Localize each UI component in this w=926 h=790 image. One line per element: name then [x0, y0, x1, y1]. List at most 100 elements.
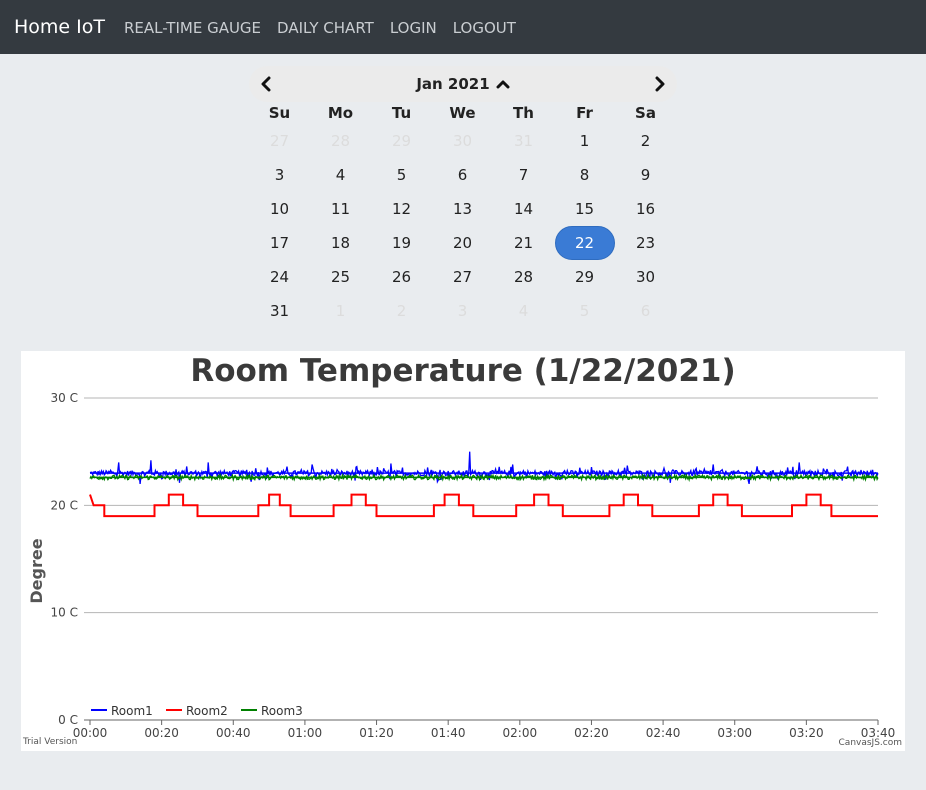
- calendar-day[interactable]: 7: [493, 158, 554, 192]
- calendar-day[interactable]: 31: [493, 124, 554, 158]
- calendar-day[interactable]: 30: [615, 260, 676, 294]
- y-tick-label: 30 C: [51, 391, 78, 405]
- x-tick-label: 01:00: [288, 726, 323, 740]
- calendar-day-label: 8: [579, 166, 590, 184]
- nav-links: REAL-TIME GAUGE DAILY CHART LOGIN LOGOUT: [124, 18, 532, 38]
- chart-title: Room Temperature (1/22/2021): [190, 353, 736, 389]
- calendar-day[interactable]: 19: [371, 226, 432, 260]
- date-picker: Jan 2021 Su Mo Tu We Th Fr Sa 27 28 29 30 31…: [249, 66, 677, 336]
- calendar-day[interactable]: 15: [554, 192, 615, 226]
- calendar-day-label: 21: [513, 234, 534, 252]
- calendar-day-label: 2: [640, 132, 651, 150]
- calendar-day[interactable]: 3: [249, 158, 310, 192]
- x-tick-label: 02:00: [503, 726, 538, 740]
- y-axis-label: Degree: [27, 538, 46, 603]
- calendar-week-row: 27 28 29 30 31 1 2: [249, 124, 677, 158]
- calendar-title: Jan 2021: [416, 75, 490, 93]
- calendar-day[interactable]: 25: [310, 260, 371, 294]
- calendar-day[interactable]: 2: [615, 124, 676, 158]
- calendar-day-label: 16: [635, 200, 656, 218]
- calendar-day-label: 5: [396, 166, 407, 184]
- calendar-day-label: 11: [330, 200, 351, 218]
- calendar-day[interactable]: 10: [249, 192, 310, 226]
- calendar-day[interactable]: 5: [554, 294, 615, 328]
- calendar-day[interactable]: 2: [371, 294, 432, 328]
- calendar-day-label: 29: [574, 268, 595, 286]
- calendar-week-row: 3 4 5 6 7 8 9: [249, 158, 677, 192]
- calendar-day-label: 6: [457, 166, 468, 184]
- month-year-switch[interactable]: Jan 2021: [369, 66, 557, 102]
- calendar-header: Jan 2021: [249, 66, 677, 102]
- calendar-day-label: 13: [452, 200, 473, 218]
- calendar-day-label: 10: [269, 200, 290, 218]
- weekday-label: Sa: [635, 104, 656, 122]
- nav-link-logout[interactable]: LOGOUT: [452, 19, 516, 37]
- x-tick-label: 03:00: [717, 726, 752, 740]
- calendar-day-label: 3: [274, 166, 285, 184]
- calendar-day[interactable]: 30: [432, 124, 493, 158]
- calendar-day[interactable]: 29: [554, 260, 615, 294]
- calendar-day[interactable]: 1: [310, 294, 371, 328]
- nav-link-login[interactable]: LOGIN: [389, 19, 437, 37]
- next-month-button[interactable]: [643, 66, 677, 102]
- calendar-day[interactable]: 26: [371, 260, 432, 294]
- calendar-day[interactable]: 6: [615, 294, 676, 328]
- calendar-day[interactable]: 13: [432, 192, 493, 226]
- calendar-day[interactable]: 31: [249, 294, 310, 328]
- calendar-day[interactable]: 29: [371, 124, 432, 158]
- prev-month-button[interactable]: [249, 66, 283, 102]
- calendar-day-label: 17: [269, 234, 290, 252]
- calendar-day-label: 27: [452, 268, 473, 286]
- calendar-day[interactable]: 27: [432, 260, 493, 294]
- nav-link-realtime-gauge[interactable]: REAL-TIME GAUGE: [124, 19, 262, 37]
- calendar-day[interactable]: 20: [432, 226, 493, 260]
- calendar-day[interactable]: 5: [371, 158, 432, 192]
- calendar-day[interactable]: 27: [249, 124, 310, 158]
- weekday-label: Mo: [327, 104, 354, 122]
- calendar-grid: Su Mo Tu We Th Fr Sa 27 28 29 30 31 1 2 3 4 5 6 7 8 9…: [249, 102, 677, 328]
- calendar-day[interactable]: 24: [249, 260, 310, 294]
- x-tick-label: 03:20: [789, 726, 824, 740]
- x-tick-label: 02:20: [574, 726, 609, 740]
- legend-label: Room1: [111, 704, 153, 718]
- nav-link-daily-chart[interactable]: DAILY CHART: [277, 19, 374, 37]
- calendar-day[interactable]: 16: [615, 192, 676, 226]
- calendar-day[interactable]: 21: [493, 226, 554, 260]
- x-tick-label: 00:20: [144, 726, 179, 740]
- calendar-day[interactable]: 18: [310, 226, 371, 260]
- calendar-week-row: 24 25 26 27 28 29 30: [249, 260, 677, 294]
- calendar-day[interactable]: 17: [249, 226, 310, 260]
- calendar-week-row: 31 1 2 3 4 5 6: [249, 294, 677, 328]
- calendar-day[interactable]: 28: [310, 124, 371, 158]
- calendar-day[interactable]: 14: [493, 192, 554, 226]
- weekday-label: Fr: [576, 104, 593, 122]
- calendar-day-label: 30: [635, 268, 656, 286]
- calendar-day[interactable]: 28: [493, 260, 554, 294]
- calendar-day[interactable]: 11: [310, 192, 371, 226]
- y-tick-label: 0 C: [58, 713, 78, 727]
- calendar-day-label: 4: [335, 166, 346, 184]
- legend-label: Room3: [261, 704, 303, 718]
- calendar-day-label: 2: [396, 302, 407, 320]
- weekday-row: Su Mo Tu We Th Fr Sa: [249, 102, 677, 124]
- calendar-day-label: 4: [518, 302, 529, 320]
- calendar-day-label: 22: [554, 226, 615, 260]
- calendar-day[interactable]: 1: [554, 124, 615, 158]
- weekday-label: Su: [268, 104, 291, 122]
- calendar-day[interactable]: 4: [310, 158, 371, 192]
- calendar-day[interactable]: 8: [554, 158, 615, 192]
- calendar-day[interactable]: 9: [615, 158, 676, 192]
- calendar-day-label: 28: [330, 132, 351, 150]
- calendar-day[interactable]: 4: [493, 294, 554, 328]
- calendar-day-selected[interactable]: 22: [554, 226, 615, 260]
- weekday-label: Th: [513, 104, 534, 122]
- calendar-day-label: 18: [330, 234, 351, 252]
- canvasjs-credit-link[interactable]: CanvasJS.com: [838, 738, 902, 748]
- calendar-day-label: 24: [269, 268, 290, 286]
- brand-link[interactable]: Home IoT: [14, 16, 105, 38]
- calendar-day[interactable]: 23: [615, 226, 676, 260]
- calendar-day[interactable]: 12: [371, 192, 432, 226]
- calendar-day[interactable]: 6: [432, 158, 493, 192]
- calendar-day-label: 1: [579, 132, 590, 150]
- calendar-day[interactable]: 3: [432, 294, 493, 328]
